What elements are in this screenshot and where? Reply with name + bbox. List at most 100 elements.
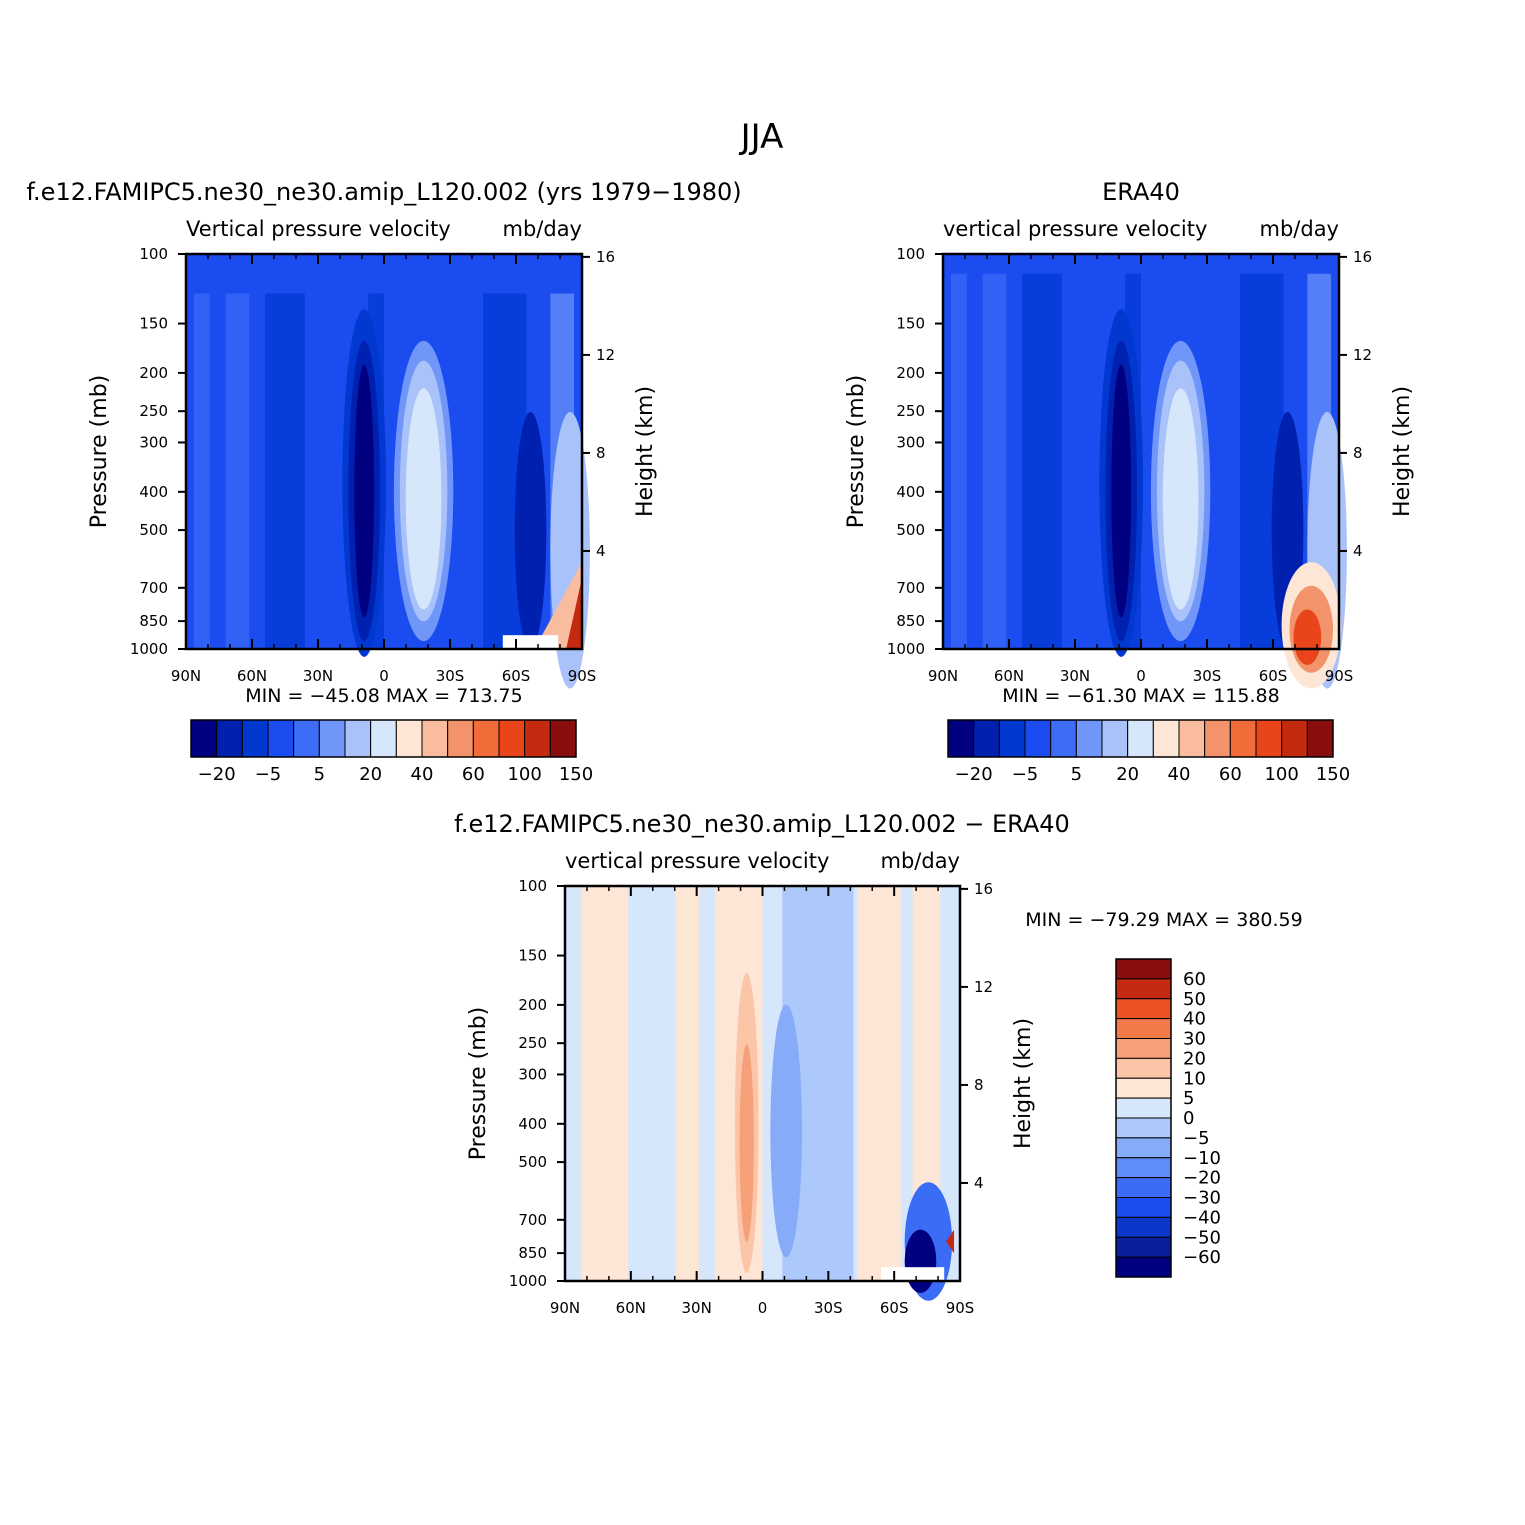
y2-tick-label: 16: [596, 248, 615, 266]
x-tick-label: 0: [379, 667, 389, 685]
subtitle-left: Vertical pressure velocity: [186, 217, 451, 241]
min-max-label: MIN = −61.30 MAX = 115.88: [1002, 685, 1279, 707]
colorbar-box: [1152, 719, 1180, 758]
figure-title: JJA: [739, 117, 784, 157]
colorbar-box: [1306, 719, 1334, 758]
colorbar-box: [1127, 719, 1154, 758]
field-stripe: [225, 293, 250, 649]
field-stripe: [1022, 273, 1062, 649]
colorbar-box: [216, 719, 243, 758]
x-tick-label: 0: [758, 1299, 768, 1317]
colorbar-box: [241, 719, 269, 758]
x-tick-label: 90S: [946, 1299, 975, 1317]
colorbar-box: [1115, 998, 1172, 1020]
contour-field-3: [565, 886, 960, 1301]
y2-tick-label: 8: [1353, 444, 1363, 462]
subsidence-core: [405, 388, 442, 610]
colorbar-box: [1115, 1137, 1172, 1159]
x-tick-label: 60N: [237, 667, 267, 685]
antarctic-strong: [566, 577, 582, 649]
subtitle-left: vertical pressure velocity: [943, 217, 1207, 241]
colorbar-box: [1204, 719, 1231, 758]
colorbar-box: [1178, 719, 1206, 758]
y-axis-label: Pressure (mb): [844, 375, 869, 529]
y-tick-label: 150: [896, 315, 925, 333]
south-updraft: [514, 412, 547, 649]
y2-tick-label: 4: [1353, 542, 1363, 560]
colorbar-2: −20 −5 5 20 40 60 100 150: [947, 719, 1350, 785]
colorbar-label: 5: [1183, 1088, 1194, 1109]
y2-tick-label: 12: [974, 978, 993, 996]
colorbar-box: [267, 719, 295, 758]
panel-title: ERA40: [1102, 178, 1180, 206]
colorbar-frame: [1115, 958, 1172, 1278]
x-tick-label: 60N: [994, 667, 1024, 685]
colorbar-label: 150: [559, 764, 593, 785]
y2-tick-label: 8: [596, 444, 606, 462]
colorbar-box: [549, 719, 577, 758]
colorbar-label: −20: [198, 764, 236, 785]
colorbar-box: [1229, 719, 1257, 758]
x-tick-label: 30S: [814, 1299, 843, 1317]
colorbar-box: [318, 719, 346, 758]
y-tick-label: 500: [518, 1153, 547, 1171]
x-tick-label: 90N: [550, 1299, 580, 1317]
colorbar-box: [1115, 1057, 1172, 1079]
colorbar-label: 150: [1316, 764, 1350, 785]
y-tick-label: 400: [518, 1115, 547, 1133]
colorbar-box: [1255, 719, 1283, 758]
y-tick-label: 400: [896, 483, 925, 501]
y2-tick-label: 12: [596, 346, 615, 364]
colorbar-label: 40: [1183, 1009, 1206, 1030]
colorbar-label: −20: [955, 764, 993, 785]
colorbar-box: [1281, 719, 1308, 758]
subsidence-core: [1162, 388, 1199, 610]
colorbar-label: −60: [1183, 1247, 1221, 1268]
x-tick-label: 30S: [436, 667, 465, 685]
axes-2: ERA40 vertical pressure velocity mb/day 100…: [844, 178, 1415, 707]
x-tick-label: 30N: [303, 667, 333, 685]
missing-data: [881, 1267, 945, 1281]
colorbar-label: 50: [1183, 989, 1206, 1010]
antarctic-positive: [534, 562, 582, 649]
x-tick-label: 30N: [1060, 667, 1090, 685]
colorbar-box: [472, 719, 500, 758]
y-tick-label: 100: [896, 245, 925, 263]
antarctic-strong: [1293, 609, 1322, 665]
colorbar-label: −20: [1183, 1168, 1221, 1189]
missing-data: [502, 635, 559, 649]
y-tick-label: 200: [139, 364, 168, 382]
y-tick-label: 250: [518, 1034, 547, 1052]
min-max-label: MIN = −45.08 MAX = 713.75: [245, 685, 522, 707]
y-tick-label: 1000: [887, 640, 925, 658]
colorbar-label: 40: [1168, 764, 1191, 785]
colorbar-label: −10: [1183, 1148, 1221, 1169]
colorbar-box: [1115, 1038, 1172, 1059]
colorbar-box: [1115, 1157, 1172, 1179]
colorbar-label: −5: [1183, 1128, 1210, 1149]
axes-3: f.e12.FAMIPC5.ne30_ne30.amip_L120.002 − …: [454, 810, 1303, 1317]
colorbar-label: 0: [1183, 1108, 1194, 1129]
colorbar-box: [498, 719, 526, 758]
colorbar-label: −40: [1183, 1207, 1221, 1228]
axes-1: f.e12.FAMIPC5.ne30_ne30.amip_L120.002 (y…: [26, 178, 741, 707]
y-tick-label: 850: [896, 612, 925, 630]
colorbar-box: [1115, 1117, 1172, 1139]
y-tick-label: 700: [896, 579, 925, 597]
colorbar-box: [190, 719, 218, 758]
difference-positive-core: [739, 1044, 754, 1242]
colorbar-label: 40: [411, 764, 434, 785]
y2-axis-label: Height (km): [1011, 1018, 1036, 1149]
y2-tick-label: 16: [1353, 248, 1372, 266]
y-tick-label: 400: [139, 483, 168, 501]
x-tick-label: 90S: [568, 667, 597, 685]
colorbar-box: [370, 719, 397, 758]
subtitle-left: vertical pressure velocity: [565, 849, 829, 873]
colorbar-box: [998, 719, 1026, 758]
y-tick-label: 200: [896, 364, 925, 382]
colorbar-box: [1115, 1197, 1172, 1218]
y-axis-label: Pressure (mb): [466, 1007, 491, 1161]
y-tick-label: 300: [139, 433, 168, 451]
